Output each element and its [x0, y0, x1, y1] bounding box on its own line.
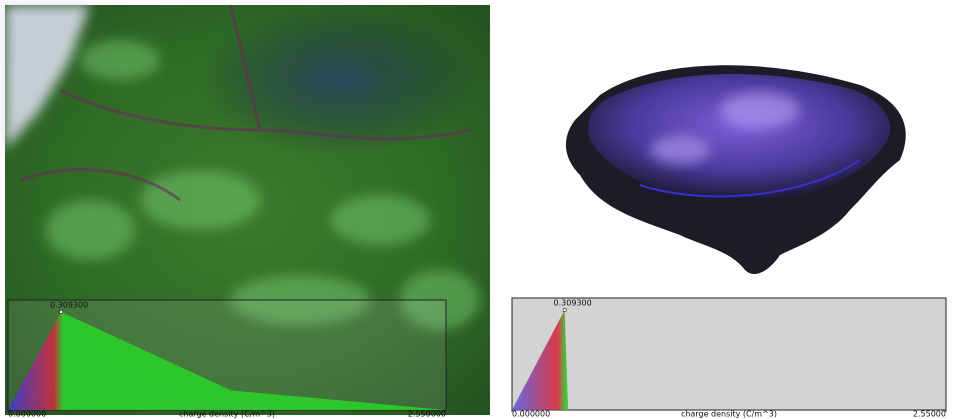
transfer-function-editor: 0.309300 0.000000 2.550000 charge density (…	[8, 300, 446, 419]
bowl-render	[566, 65, 906, 274]
x-axis-label: charge density (C/m^3)	[179, 410, 275, 419]
x-tick-label: 0.000000	[512, 410, 550, 419]
peak-label: 0.309300	[50, 301, 88, 310]
editor-box	[512, 298, 946, 410]
peak-label: 0.309300	[554, 299, 592, 308]
x-tick-label: 2.550000	[408, 410, 446, 419]
peak-marker	[60, 311, 63, 314]
screen: 0.309300 0.000000 2.550000 charge density (…	[0, 0, 974, 419]
x-tick-label: 2.55000	[913, 410, 946, 419]
peak-marker	[563, 309, 566, 312]
x-axis-label: charge density (C/m^3)	[681, 410, 777, 419]
page: 0.309300 0.000000 2.550000 charge density (…	[0, 0, 974, 419]
transfer-function-editor: 0.309300 0.000000 2.55000 charge density (C…	[512, 298, 946, 419]
x-tick-label: 0.000000	[8, 410, 46, 419]
